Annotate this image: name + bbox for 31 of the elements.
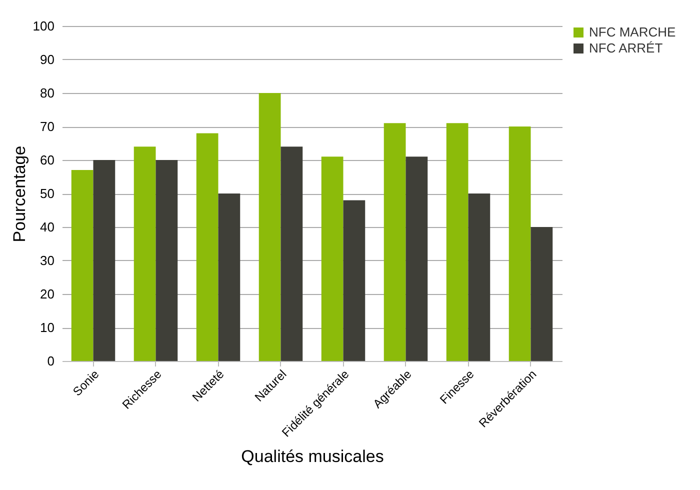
y-tick-label: 10	[40, 320, 54, 335]
bar	[343, 200, 366, 361]
y-tick-label: 70	[40, 119, 54, 134]
bar	[71, 170, 94, 361]
bar	[468, 194, 490, 361]
bar	[258, 93, 281, 361]
y-tick-label: 60	[40, 152, 54, 168]
bar	[93, 160, 116, 361]
y-tick-label: 80	[40, 86, 54, 100]
y-tick-label: 50	[40, 186, 54, 201]
bar	[280, 146, 303, 361]
y-tick-label: 40	[40, 220, 54, 234]
bar	[321, 156, 344, 361]
bar	[134, 146, 156, 361]
y-tick-label: 90	[40, 52, 54, 67]
y-tick-label: 20	[40, 286, 54, 302]
x-axis-title: Qualités musicales	[241, 447, 384, 466]
bar	[156, 160, 178, 361]
legend-label: NFC ARRÉT	[589, 40, 663, 56]
y-axis-title: Pourcentage	[10, 146, 29, 242]
y-tick-label: 30	[40, 253, 54, 268]
y-tick-label: 0	[47, 354, 54, 368]
bar	[446, 123, 468, 361]
legend-label: NFC MARCHE	[589, 24, 676, 40]
bar	[406, 156, 428, 361]
bar	[508, 126, 531, 361]
y-tick-label: 100	[32, 18, 54, 34]
bar	[196, 133, 218, 361]
bar	[218, 194, 240, 361]
bar	[530, 227, 553, 361]
bar	[384, 123, 406, 361]
